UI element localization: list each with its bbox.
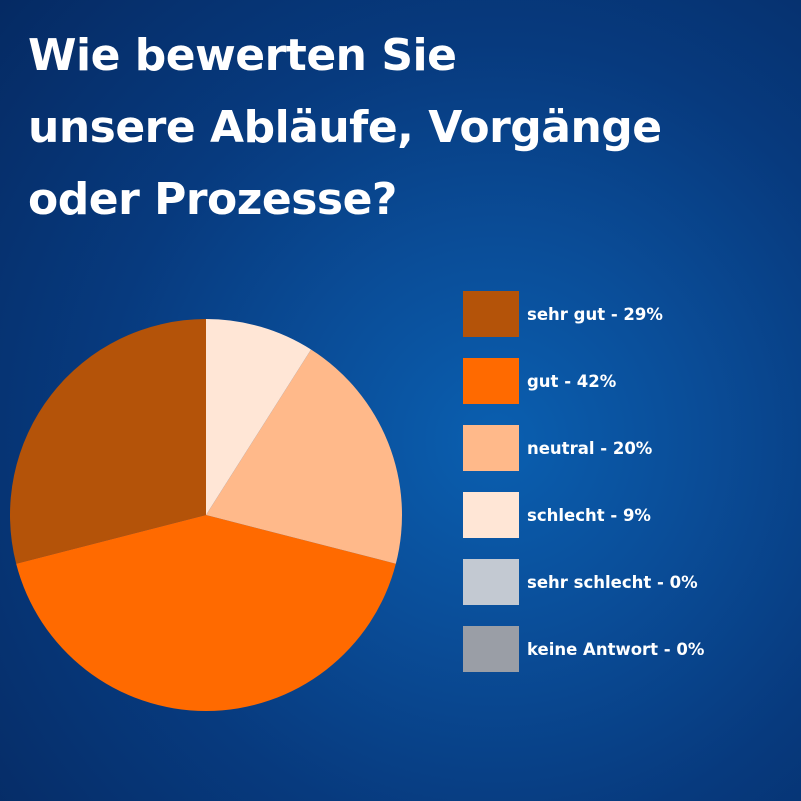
legend-item-sehr-schlecht: sehr schlecht - 0% — [463, 559, 704, 605]
legend-swatch — [463, 358, 519, 404]
legend-label: neutral - 20% — [527, 438, 653, 458]
legend-item-keine-antwort: keine Antwort - 0% — [463, 626, 704, 672]
legend-swatch — [463, 425, 519, 471]
chart-title-line: Wie bewerten Sie — [28, 30, 457, 81]
legend-item-gut: gut - 42% — [463, 358, 704, 404]
legend-label: schlecht - 9% — [527, 505, 651, 525]
pie-slice — [16, 515, 396, 711]
legend-item-schlecht: schlecht - 9% — [463, 492, 704, 538]
pie-slice — [206, 349, 402, 564]
legend-label: sehr gut - 29% — [527, 304, 663, 324]
chart-title-line: unsere Abläufe, Vorgänge — [28, 102, 662, 153]
legend: sehr gut - 29% gut - 42% neutral - 20% s… — [463, 291, 704, 693]
legend-label: gut - 42% — [527, 371, 617, 391]
legend-swatch — [463, 626, 519, 672]
pie-slice — [10, 319, 206, 564]
legend-swatch — [463, 291, 519, 337]
pie-slice — [206, 319, 312, 515]
legend-item-neutral: neutral - 20% — [463, 425, 704, 471]
chart-title: Wie bewerten Sie unsere Abläufe, Vorgäng… — [28, 20, 768, 236]
legend-item-sehr-gut: sehr gut - 29% — [463, 291, 704, 337]
legend-swatch — [463, 559, 519, 605]
chart-title-line: oder Prozesse? — [28, 174, 397, 225]
legend-label: sehr schlecht - 0% — [527, 572, 698, 592]
legend-swatch — [463, 492, 519, 538]
legend-label: keine Antwort - 0% — [527, 639, 705, 659]
